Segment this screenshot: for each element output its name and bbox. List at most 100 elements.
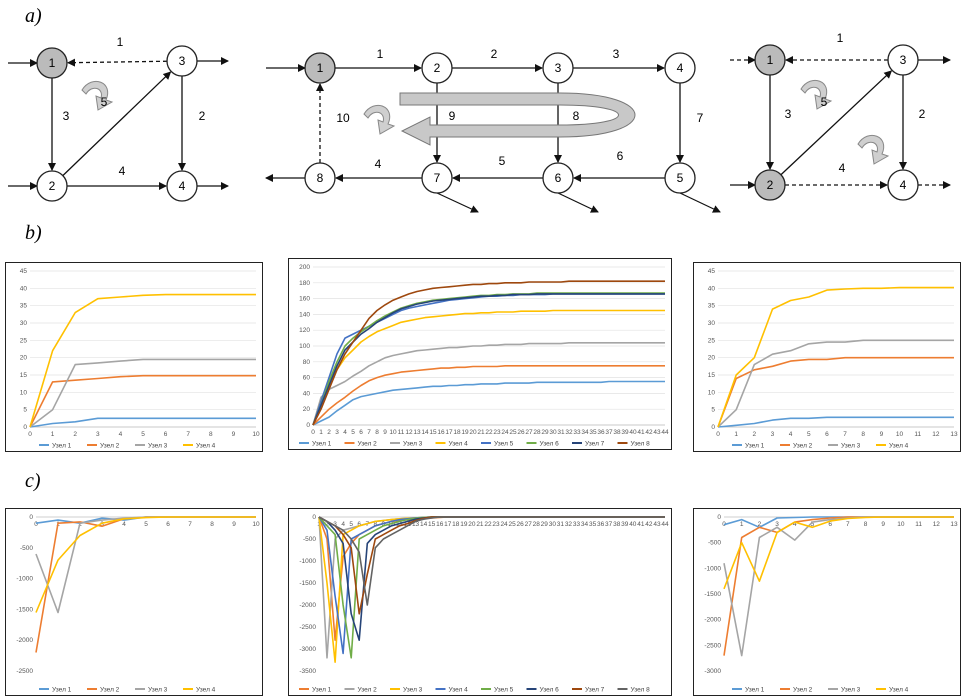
x-tick-label: 40 — [629, 429, 637, 436]
node-label: 2 — [767, 178, 774, 192]
x-tick-label: 39 — [621, 429, 629, 436]
node-label: 4 — [179, 179, 186, 193]
x-tick-label: 7 — [188, 521, 192, 528]
feedback-arrow-icon — [399, 92, 636, 146]
y-tick-label: 25 — [20, 337, 28, 344]
node-label: 1 — [49, 56, 56, 70]
x-tick-label: 29 — [541, 429, 549, 436]
x-tick-label: 39 — [621, 521, 629, 528]
legend-label: Узел 1 — [312, 687, 332, 694]
legend-label: Узел 7 — [585, 687, 605, 694]
series-line — [318, 516, 665, 606]
edge-label: 4 — [119, 164, 126, 178]
circulation-icon — [363, 104, 396, 135]
edge-label: 1 — [377, 47, 384, 61]
flow-arrow — [679, 192, 721, 213]
x-tick-label: 28 — [533, 521, 541, 528]
legend-label: Узел 1 — [52, 687, 72, 694]
series-line — [318, 516, 665, 615]
legend-label: Узел 8 — [631, 687, 651, 694]
node — [754, 44, 786, 76]
node — [754, 169, 786, 201]
x-tick-label: 4 — [789, 431, 793, 438]
x-tick-label: 6 — [164, 431, 168, 438]
y-tick-label: 140 — [299, 311, 310, 318]
x-tick-label: 19 — [460, 521, 468, 528]
flow-arrow — [557, 192, 599, 213]
node-label: 8 — [317, 171, 324, 185]
y-tick-label: 180 — [299, 280, 310, 287]
x-tick-label: 42 — [645, 521, 653, 528]
y-tick-label: -500 — [708, 540, 721, 547]
node-label: 4 — [900, 178, 907, 192]
x-tick-label: 10 — [897, 521, 905, 528]
legend-label: Узел 2 — [100, 687, 120, 694]
x-tick-label: 13 — [412, 521, 420, 528]
x-tick-label: 24 — [500, 521, 508, 528]
x-tick-label: 35 — [589, 429, 597, 436]
legend-label: Узел 5 — [494, 441, 514, 448]
node — [887, 169, 919, 201]
series-line — [312, 380, 665, 426]
x-tick-label: 28 — [533, 429, 541, 436]
x-tick-label: 7 — [367, 429, 371, 436]
series-line — [29, 374, 256, 428]
y-tick-label: 40 — [303, 390, 311, 397]
x-tick-label: 4 — [343, 429, 347, 436]
x-tick-label: 16 — [436, 521, 444, 528]
edge-label: 2 — [919, 107, 926, 121]
x-tick-label: 6 — [828, 521, 832, 528]
y-tick-label: -1000 — [299, 558, 316, 565]
x-tick-label: 5 — [141, 431, 145, 438]
node-label: 7 — [434, 171, 441, 185]
y-tick-label: -1000 — [16, 576, 33, 583]
x-tick-label: 9 — [382, 521, 386, 528]
legend-label: Узел 4 — [889, 443, 909, 450]
y-tick-label: 20 — [708, 355, 716, 362]
x-tick-label: 10 — [896, 431, 904, 438]
y-tick-label: -1500 — [704, 591, 721, 598]
x-tick-label: 9 — [232, 521, 236, 528]
x-tick-label: 22 — [485, 429, 493, 436]
series-line — [312, 365, 665, 426]
x-tick-label: 12 — [404, 521, 412, 528]
series-line — [717, 286, 954, 428]
edge-label: 6 — [617, 149, 624, 163]
x-tick-label: 4 — [793, 521, 797, 528]
edge-label: 4 — [839, 161, 846, 175]
legend-label: Узел 2 — [793, 687, 813, 694]
legend-label: Узел 3 — [148, 687, 168, 694]
x-tick-label: 17 — [444, 521, 452, 528]
x-tick-label: 9 — [880, 431, 884, 438]
x-tick-label: 26 — [517, 429, 525, 436]
series-line — [318, 516, 665, 659]
x-tick-label: 21 — [477, 429, 485, 436]
legend-label: Узел 4 — [196, 443, 216, 450]
node — [421, 52, 453, 84]
legend-label: Узел 7 — [585, 441, 605, 448]
x-tick-label: 10 — [252, 521, 260, 528]
node-label: 3 — [900, 53, 907, 67]
x-tick-label: 18 — [452, 521, 460, 528]
node — [166, 170, 198, 202]
y-tick-label: 0 — [29, 514, 33, 521]
x-tick-label: 6 — [357, 521, 361, 528]
edge-label: 5 — [499, 154, 506, 168]
edge-label: 1 — [837, 31, 844, 45]
node-label: 3 — [179, 54, 186, 68]
legend-label: Узел 8 — [631, 441, 651, 448]
series-line — [312, 280, 665, 426]
node-label: 2 — [434, 61, 441, 75]
legend-label: Узел 4 — [449, 687, 469, 694]
x-tick-label: 26 — [517, 521, 525, 528]
legend-label: Узел 4 — [196, 687, 216, 694]
x-tick-label: 38 — [613, 521, 621, 528]
node — [421, 162, 453, 194]
x-tick-label: 6 — [166, 521, 170, 528]
y-tick-label: 35 — [20, 303, 28, 310]
node-label: 1 — [767, 53, 774, 67]
x-tick-label: 2 — [73, 431, 77, 438]
edge — [780, 70, 893, 176]
circulation-icon — [857, 134, 890, 165]
x-tick-label: 7 — [846, 521, 850, 528]
